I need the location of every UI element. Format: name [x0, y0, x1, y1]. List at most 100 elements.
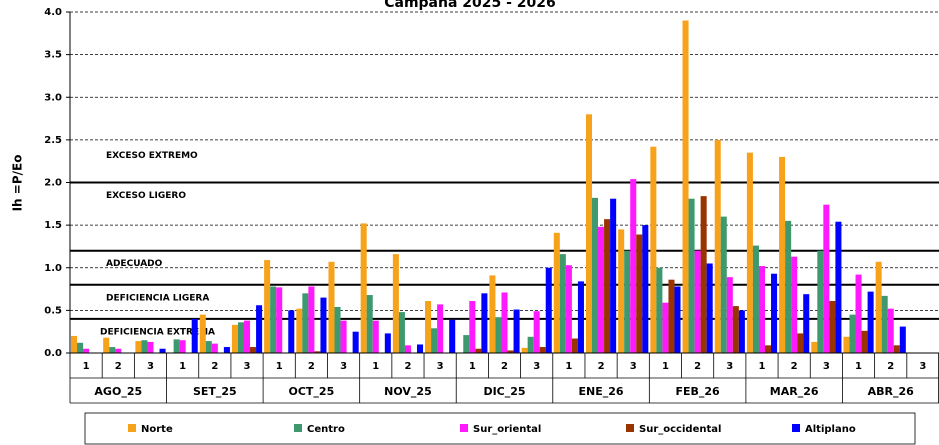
legend-label: Sur_oriental: [473, 424, 541, 435]
y-tick-label: 4.0: [44, 7, 62, 18]
legend-swatch: [626, 424, 634, 432]
x-tick-label: 2: [501, 361, 508, 372]
zone-label: DEFICIENCIA LIGERA: [106, 293, 209, 303]
x-tick-label: 3: [244, 361, 251, 372]
x-tick-label: 3: [437, 361, 444, 372]
x-tick-label: 1: [855, 361, 862, 372]
legend-label: Altiplano: [805, 424, 856, 435]
bar: [688, 198, 695, 353]
bar: [340, 320, 347, 353]
bar: [159, 348, 166, 353]
bar: [732, 306, 739, 353]
bar: [314, 351, 321, 353]
zone-label: DEFICIENCIA EXTREMA: [100, 327, 215, 337]
x-tick-label: 3: [147, 361, 154, 372]
bar: [604, 219, 611, 353]
bar: [618, 229, 625, 353]
bar: [899, 326, 906, 353]
x-tick-label: 1: [469, 361, 476, 372]
bar: [592, 197, 599, 353]
bar: [861, 330, 868, 353]
bar: [630, 179, 637, 353]
bar: [585, 114, 592, 353]
y-tick-label: 2.0: [44, 178, 62, 189]
month-label: MAR_26: [770, 385, 819, 398]
bar: [463, 335, 470, 353]
legend-swatch: [128, 424, 136, 432]
x-tick-label: 1: [83, 361, 90, 372]
bar: [875, 261, 882, 353]
bar: [334, 306, 341, 353]
month-label: FEB_26: [675, 385, 720, 398]
bar: [231, 324, 238, 353]
x-tick-label: 1: [662, 361, 669, 372]
bar: [797, 333, 804, 353]
x-tick-label: 3: [630, 361, 637, 372]
bar: [835, 221, 842, 353]
x-tick-label: 2: [694, 361, 701, 372]
bar: [425, 300, 432, 353]
bar: [598, 226, 605, 353]
bar: [211, 343, 218, 353]
bar: [115, 348, 122, 353]
legend-box: [84, 412, 916, 445]
bar: [256, 305, 263, 353]
x-tick-label: 2: [115, 361, 122, 372]
bar: [372, 320, 379, 353]
bar: [746, 152, 753, 353]
bar: [881, 295, 888, 353]
bar: [296, 308, 303, 353]
x-tick-label: 3: [340, 361, 347, 372]
x-tick-label: 3: [533, 361, 540, 372]
bar: [565, 265, 572, 353]
bar: [437, 304, 444, 353]
bar: [392, 254, 399, 353]
legend-swatch: [792, 424, 800, 432]
x-tick-label: 1: [372, 361, 379, 372]
bar: [855, 274, 862, 353]
bar: [135, 341, 142, 353]
x-tick-label: 3: [823, 361, 830, 372]
x-tick-label: 1: [179, 361, 186, 372]
bar: [431, 328, 438, 353]
bar: [758, 266, 765, 353]
bar: [404, 345, 411, 353]
bar: [513, 309, 520, 353]
x-tick-label: 2: [308, 361, 315, 372]
legend-swatch: [460, 424, 468, 432]
bar: [624, 250, 631, 353]
bar: [714, 139, 721, 353]
bar: [849, 314, 856, 353]
x-tick-label: 2: [211, 361, 218, 372]
bar: [384, 333, 391, 353]
bar: [779, 156, 786, 353]
bar: [320, 297, 327, 353]
bar: [867, 291, 874, 353]
month-label: SET_25: [193, 385, 237, 398]
x-tick-label: 2: [404, 361, 411, 372]
bar: [752, 245, 759, 353]
bar: [674, 286, 681, 353]
month-label: ABR_26: [868, 385, 915, 398]
bar: [829, 300, 836, 353]
x-tick-label: 3: [726, 361, 733, 372]
legend-swatch: [294, 424, 302, 432]
bar: [352, 331, 359, 353]
bar: [682, 20, 689, 354]
bar: [668, 279, 675, 353]
x-tick-label: 1: [758, 361, 765, 372]
bar: [366, 295, 373, 353]
bar: [205, 341, 212, 353]
bar: [469, 300, 476, 353]
bar: [887, 308, 894, 353]
bar: [771, 273, 778, 353]
bar: [577, 281, 584, 353]
bar: [610, 198, 617, 353]
bar: [199, 314, 206, 353]
bar: [223, 347, 230, 353]
bar: [270, 286, 277, 353]
bar: [738, 310, 745, 353]
bar: [449, 319, 456, 353]
bar: [533, 311, 540, 353]
